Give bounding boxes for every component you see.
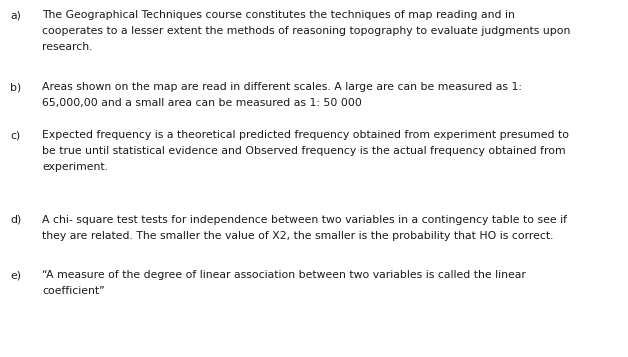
Text: research.: research.	[42, 42, 92, 52]
Text: e): e)	[10, 270, 21, 280]
Text: cooperates to a lesser extent the methods of reasoning topography to evaluate ju: cooperates to a lesser extent the method…	[42, 26, 570, 36]
Text: d): d)	[10, 215, 21, 225]
Text: experiment.: experiment.	[42, 162, 108, 172]
Text: A chi- square test tests for independence between two variables in a contingency: A chi- square test tests for independenc…	[42, 215, 567, 225]
Text: they are related. The smaller the value of X2, the smaller is the probability th: they are related. The smaller the value …	[42, 231, 553, 241]
Text: Areas shown on the map are read in different scales. A large are can be measured: Areas shown on the map are read in diffe…	[42, 82, 522, 92]
Text: b): b)	[10, 82, 21, 92]
Text: “A measure of the degree of linear association between two variables is called t: “A measure of the degree of linear assoc…	[42, 270, 526, 280]
Text: be true until statistical evidence and Observed frequency is the actual frequenc: be true until statistical evidence and O…	[42, 146, 566, 156]
Text: c): c)	[10, 130, 20, 140]
Text: The Geographical Techniques course constitutes the techniques of map reading and: The Geographical Techniques course const…	[42, 10, 515, 20]
Text: a): a)	[10, 10, 21, 20]
Text: coefficient”: coefficient”	[42, 286, 105, 296]
Text: Expected frequency is a theoretical predicted frequency obtained from experiment: Expected frequency is a theoretical pred…	[42, 130, 569, 140]
Text: 65,000,00 and a small area can be measured as 1: 50 000: 65,000,00 and a small area can be measur…	[42, 98, 362, 108]
